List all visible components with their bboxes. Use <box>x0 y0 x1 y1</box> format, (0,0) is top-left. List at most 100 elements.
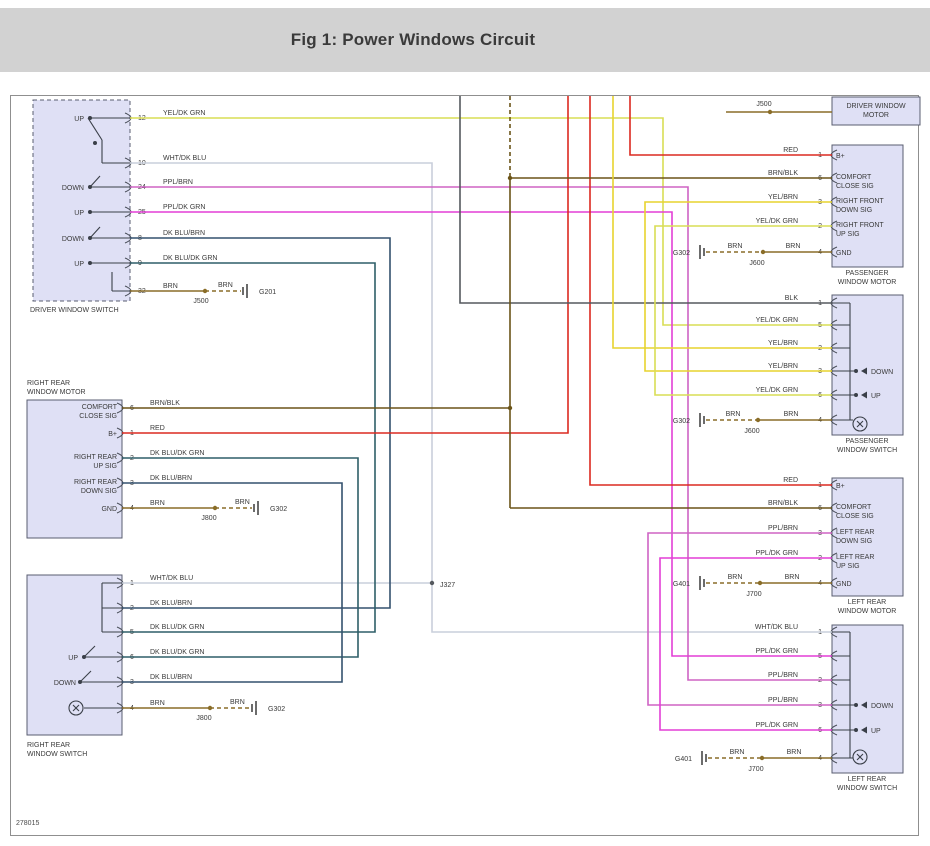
wire-label: J600 <box>744 428 759 435</box>
wire-color-label: BRN <box>163 283 178 290</box>
switch-internal-line <box>83 645 96 658</box>
junction-dot <box>757 580 763 586</box>
wire-color-label: PPL/DK GRN <box>756 648 798 655</box>
box-label-left-rear-window-motor: WINDOW MOTOR <box>838 608 897 615</box>
wire-label: J600 <box>749 260 764 267</box>
junction-dot <box>207 705 213 711</box>
pin-signal: B+ <box>836 153 845 160</box>
pin-signal: CLOSE SIG <box>836 183 874 190</box>
wire-ppl_dk_grn <box>130 211 832 657</box>
switch-arrow <box>861 391 867 399</box>
contact-dot <box>854 369 858 373</box>
switch-arrow <box>861 701 867 709</box>
contact-dot <box>88 185 92 189</box>
wire-color-label: BRN/BLK <box>768 170 798 177</box>
switch-position-label: DOWN <box>871 369 893 376</box>
switch-internal-line <box>89 226 101 239</box>
switch-arrow <box>861 726 867 734</box>
contact-dot <box>88 261 92 265</box>
box-label-passenger-window-switch: WINDOW SWITCH <box>837 447 897 454</box>
wire-color-label: DK BLU/BRN <box>150 600 192 607</box>
wire-color-label: DK BLU/DK GRN <box>150 450 204 457</box>
diagram-border <box>10 95 919 836</box>
pin-signal: RIGHT FRONT <box>836 222 884 229</box>
pin-signal: B+ <box>108 431 117 438</box>
wire-red <box>629 96 832 156</box>
box-right-rear-window-motor <box>26 399 123 539</box>
wire-color-label: BLK <box>785 295 799 302</box>
wire-label: BRN <box>785 574 800 581</box>
wire-label: BRN <box>730 749 745 756</box>
box-passenger-window-motor <box>831 144 904 268</box>
lamp-icon <box>856 420 864 428</box>
box-label-right-rear-window-motor: WINDOW MOTOR <box>27 389 86 396</box>
switch-internal-line <box>79 670 92 683</box>
wire-color-label: PPL/DK GRN <box>756 722 798 729</box>
pin-signal: COMFORT <box>836 504 872 511</box>
contact-dot <box>78 680 82 684</box>
lamp-icon <box>68 700 84 716</box>
pin-signal: DOWN SIG <box>836 538 872 545</box>
wire-label: J327 <box>440 582 455 589</box>
wire-color-label: BRN <box>150 500 165 507</box>
box-label-driver-window-switch: DRIVER WINDOW SWITCH <box>30 307 119 314</box>
junction-dot <box>212 505 218 511</box>
lamp-icon <box>852 749 868 765</box>
junction-dot <box>759 755 765 761</box>
box-label-passenger-window-motor: WINDOW MOTOR <box>838 279 897 286</box>
ground-label: G302 <box>673 418 690 425</box>
wire-color-label: BRN <box>150 700 165 707</box>
pin-signal: CLOSE SIG <box>79 413 117 420</box>
wire-dk_blu_brn <box>122 482 343 683</box>
wire-dk_blu_dk_grn <box>122 457 359 658</box>
wire-color-label: BRN/BLK <box>768 500 798 507</box>
contact-dot <box>93 141 97 145</box>
switch-position-label: DOWN <box>54 680 76 687</box>
switch-position-label: DOWN <box>62 185 84 192</box>
lamp-icon <box>852 416 868 432</box>
pin-signal: RIGHT REAR <box>74 479 117 486</box>
wire-wht_dk_blu <box>130 162 832 633</box>
wire-yel_brn <box>644 201 832 372</box>
pin-signal: UP SIG <box>836 231 860 238</box>
contact-dot <box>854 728 858 732</box>
pin-signal: DOWN SIG <box>81 488 117 495</box>
pin-signal: GND <box>836 581 852 588</box>
junction-dot <box>507 175 513 181</box>
wire-label: BRN <box>787 749 802 756</box>
box-label-left-rear-window-switch: WINDOW SWITCH <box>837 785 897 792</box>
contact-dot <box>88 236 92 240</box>
contact-dot <box>82 655 86 659</box>
wire-yel_brn <box>612 96 832 349</box>
ground-label: G302 <box>268 706 285 713</box>
pin-signal: UP SIG <box>836 563 860 570</box>
junction-dot <box>429 580 435 586</box>
box-label-passenger-window-motor: PASSENGER <box>845 270 888 277</box>
switch-position-label: UP <box>74 210 84 217</box>
wire-color-label: PPL/BRN <box>768 525 798 532</box>
pin-signal: GND <box>101 506 117 513</box>
wire-dk_blu_brn <box>122 237 391 609</box>
wire-color-label: PPL/DK GRN <box>163 204 205 211</box>
lamp-icon <box>72 704 80 712</box>
wire-color-label: PPL/BRN <box>163 179 193 186</box>
wire-color-label: WHT/DK BLU <box>755 624 798 631</box>
wire-color-label: RED <box>150 425 165 432</box>
wire-color-label: PPL/BRN <box>768 672 798 679</box>
switch-position-label: UP <box>74 116 84 123</box>
figure-code: 278015 <box>16 820 40 827</box>
box-label-right-rear-window-switch: WINDOW SWITCH <box>27 751 87 758</box>
switch-position-label: DOWN <box>871 703 893 710</box>
wire-red <box>589 96 832 486</box>
wire-label: J700 <box>748 766 763 773</box>
pin-signal: RIGHT REAR <box>74 454 117 461</box>
pin-signal: LEFT REAR <box>836 529 874 536</box>
wire-label: J500 <box>193 298 208 305</box>
wire-color-label: DK BLU/BRN <box>150 475 192 482</box>
box-left-rear-window-motor <box>831 477 904 597</box>
switch-position-label: UP <box>871 393 881 400</box>
junction-dot <box>755 417 761 423</box>
contact-dot <box>854 393 858 397</box>
wire-yel_dk_grn <box>654 225 832 396</box>
